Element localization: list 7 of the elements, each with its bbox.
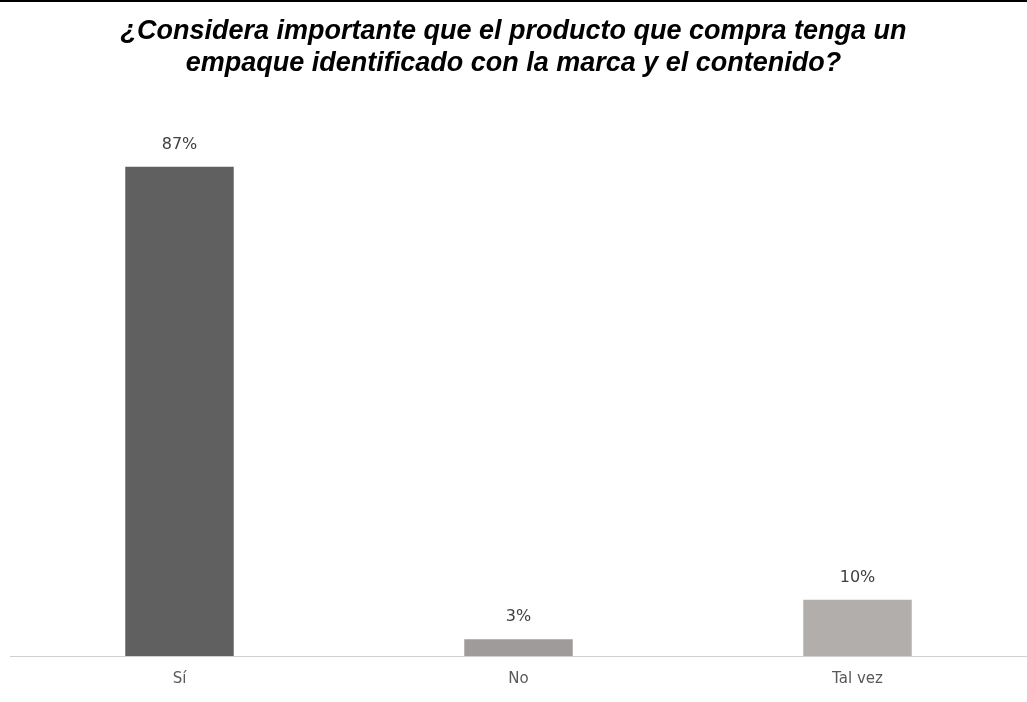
data-label: 3% — [505, 606, 532, 626]
data-label: 87% — [161, 134, 198, 154]
x-tick-label: Tal vez — [831, 668, 884, 687]
x-tick-label: No — [508, 668, 529, 687]
data-label: 10% — [839, 566, 876, 586]
chart-title: ¿Considera importante que el producto que compra tenga un empaque identificado con la marca y el contenido? — [119, 14, 908, 78]
x-tick-label: Sí — [172, 668, 188, 687]
